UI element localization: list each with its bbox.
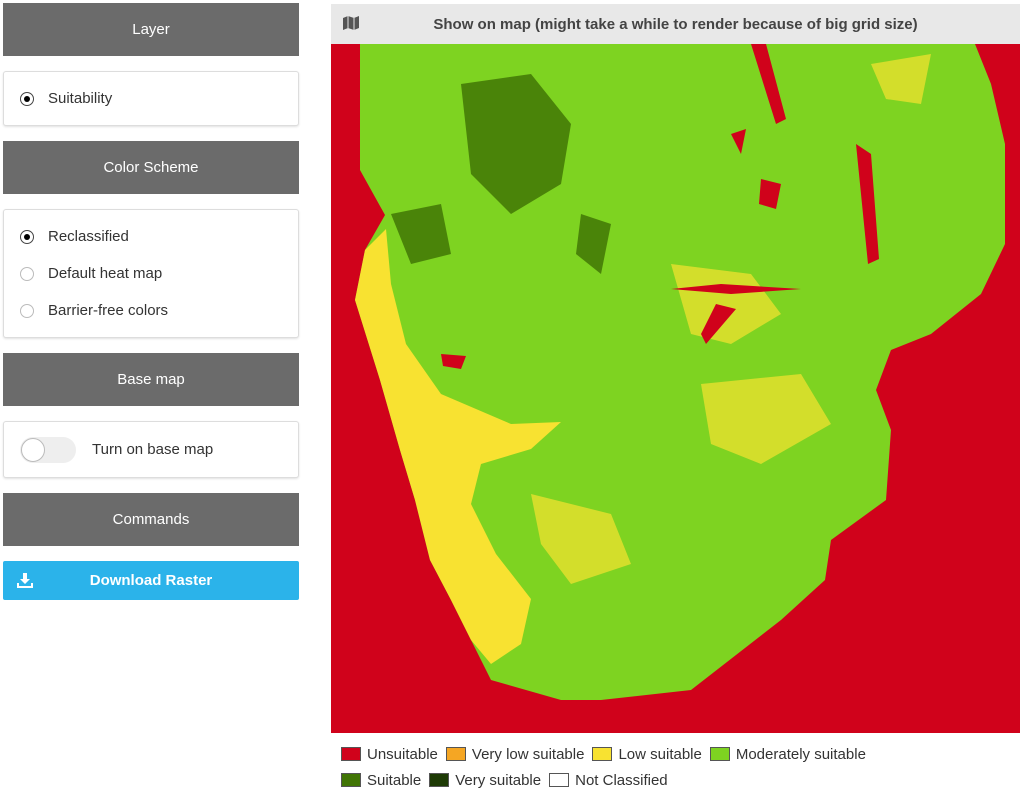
- download-button[interactable]: Download Raster: [3, 561, 299, 600]
- legend-swatch: [445, 747, 466, 761]
- map-icon: [343, 16, 359, 30]
- option-label: Suitability: [48, 90, 113, 107]
- legend: Unsuitable Very low suitable Low suitable M…: [341, 745, 961, 789]
- radio-button[interactable]: [20, 303, 34, 318]
- toggle-box: Turn on base map: [3, 421, 299, 478]
- legend-label: Not Classified: [575, 771, 668, 789]
- section-header: Commands: [3, 493, 299, 546]
- toggle-switch[interactable]: [20, 436, 76, 463]
- section-header: Layer: [3, 3, 299, 56]
- section-header: Base map: [3, 353, 299, 406]
- radio-option[interactable]: Barrier-free colors: [4, 292, 298, 329]
- toggle-knob: [21, 437, 45, 462]
- radio-button[interactable]: [20, 229, 34, 244]
- legend-label: Very low suitable: [471, 745, 585, 763]
- map-header-text: Show on map (might take a while to rende…: [433, 15, 918, 33]
- suitability-map: [331, 44, 1020, 733]
- option-label: Barrier-free colors: [48, 302, 169, 319]
- legend-item: Low suitable: [592, 745, 702, 763]
- legend-label: Very suitable: [455, 771, 542, 789]
- legend-item: Very low suitable: [445, 745, 585, 763]
- radio-option[interactable]: Default heat map: [4, 255, 298, 292]
- option-label: Default heat map: [48, 265, 163, 282]
- option-label: Reclassified: [48, 228, 129, 245]
- legend-label: Suitable: [367, 771, 422, 789]
- legend-item: Moderately suitable: [709, 745, 866, 763]
- legend-swatch: [341, 773, 361, 787]
- toggle-row: Turn on base map: [4, 431, 298, 468]
- button-label: Download Raster: [89, 572, 213, 589]
- radio-option[interactable]: Suitability: [4, 80, 298, 117]
- legend-swatch: [592, 747, 613, 761]
- toggle-label: Turn on base map: [92, 441, 214, 458]
- legend-swatch: [429, 773, 450, 787]
- option-box: Reclassified Default heat map Barrier-free…: [3, 209, 299, 338]
- legend-swatch: [549, 773, 570, 787]
- legend-label: Unsuitable: [367, 745, 438, 763]
- legend-label: Low suitable: [618, 745, 702, 763]
- download-icon: [17, 573, 33, 588]
- section-header: Color Scheme: [3, 141, 299, 194]
- legend-item: Not Classified: [549, 771, 668, 789]
- option-box: Suitability: [3, 71, 299, 126]
- legend-swatch: [341, 747, 361, 761]
- legend-item: Suitable: [341, 771, 421, 789]
- legend-swatch: [709, 747, 730, 761]
- radio-button[interactable]: [20, 91, 34, 106]
- show-on-map[interactable]: Show on map (might take a while to rende…: [331, 4, 1020, 44]
- sidebar: Layer Suitability Color Scheme Reclassified…: [3, 3, 299, 600]
- radio-button[interactable]: [20, 266, 34, 281]
- radio-option[interactable]: Reclassified: [4, 218, 298, 255]
- legend-item: Very suitable: [429, 771, 541, 789]
- legend-item: Unsuitable: [341, 745, 438, 763]
- legend-label: Moderately suitable: [735, 745, 866, 763]
